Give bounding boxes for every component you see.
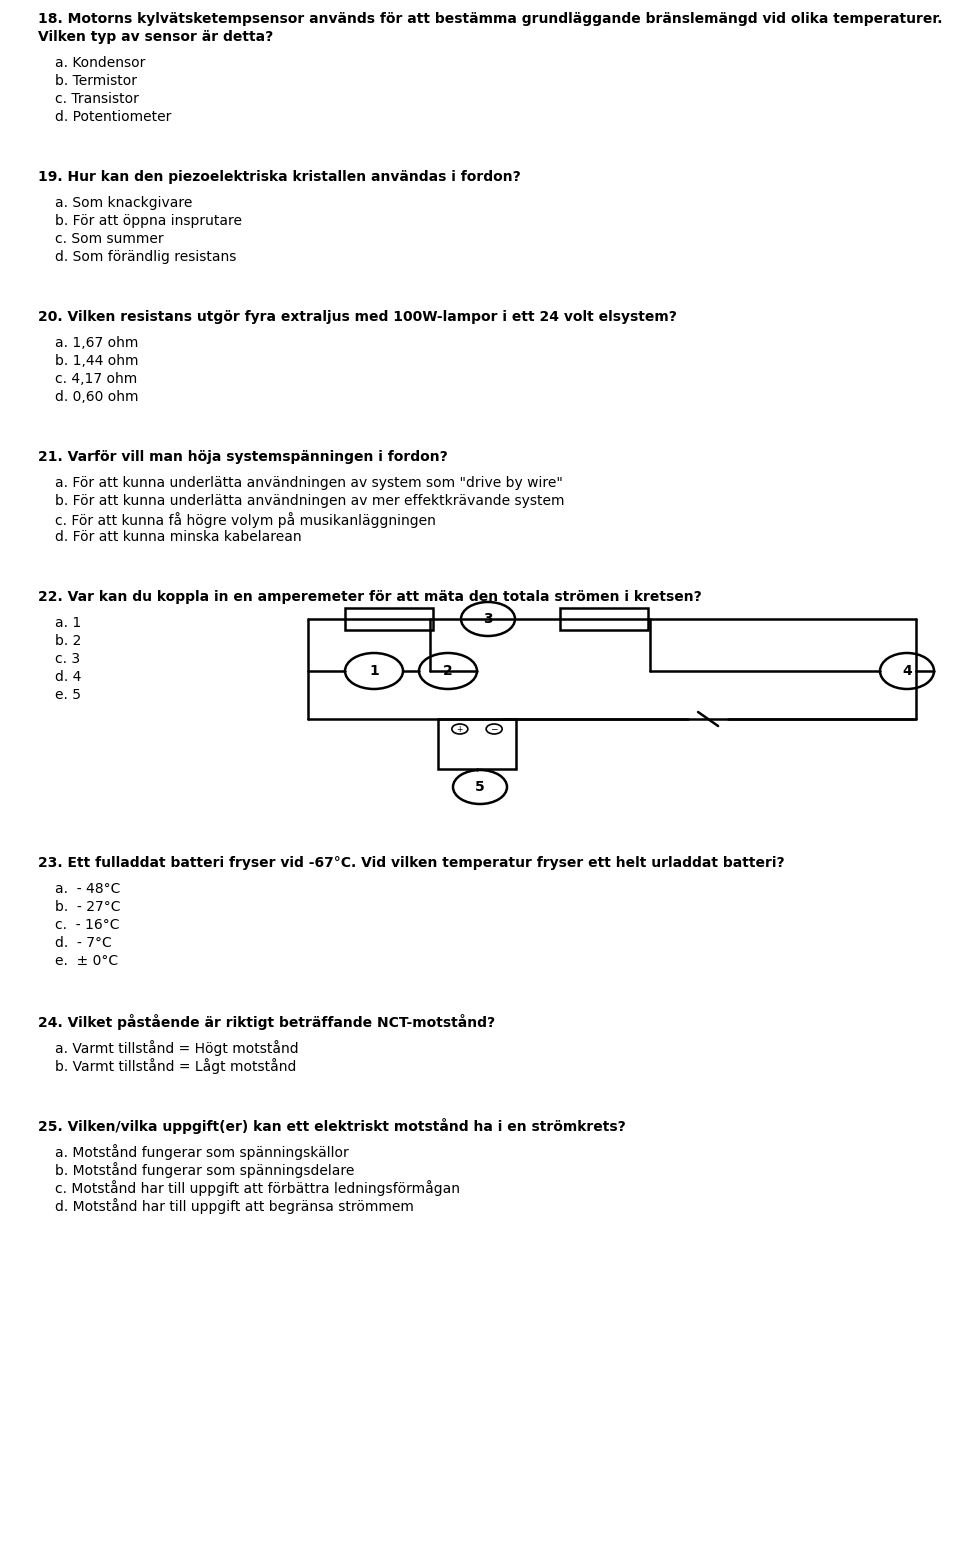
Text: a. 1: a. 1: [55, 615, 82, 629]
Text: d. För att kunna minska kabelarean: d. För att kunna minska kabelarean: [55, 530, 301, 544]
Ellipse shape: [452, 724, 468, 734]
Text: b. 2: b. 2: [55, 634, 82, 648]
Text: 19. Hur kan den piezoelektriska kristallen användas i fordon?: 19. Hur kan den piezoelektriska kristall…: [38, 170, 520, 184]
Text: c. Motstånd har till uppgift att förbättra ledningsförmågan: c. Motstånd har till uppgift att förbätt…: [55, 1179, 460, 1197]
Text: −: −: [491, 724, 498, 734]
Text: 2: 2: [444, 664, 453, 678]
Text: b. För att kunna underlätta användningen av mer effektkrävande system: b. För att kunna underlätta användningen…: [55, 494, 564, 508]
Text: b.  - 27°C: b. - 27°C: [55, 901, 121, 915]
Text: 24. Vilket påstående är riktigt beträffande NCT-motstånd?: 24. Vilket påstående är riktigt beträffa…: [38, 1014, 495, 1030]
Ellipse shape: [345, 653, 403, 689]
Text: 23. Ett fulladdat batteri fryser vid -67°C. Vid vilken temperatur fryser ett hel: 23. Ett fulladdat batteri fryser vid -67…: [38, 855, 784, 869]
Text: c. För att kunna få högre volym på musikanläggningen: c. För att kunna få högre volym på musik…: [55, 513, 436, 528]
Text: b. 1,44 ohm: b. 1,44 ohm: [55, 354, 138, 368]
Text: d. 0,60 ohm: d. 0,60 ohm: [55, 390, 138, 404]
Text: 3: 3: [483, 612, 492, 626]
Ellipse shape: [419, 653, 477, 689]
Ellipse shape: [486, 724, 502, 734]
Text: c. Transistor: c. Transistor: [55, 92, 139, 106]
Text: 1: 1: [370, 664, 379, 678]
Bar: [438, 718, 516, 770]
Text: a. Motstånd fungerar som spänningskällor: a. Motstånd fungerar som spänningskällor: [55, 1144, 348, 1161]
Text: 22. Var kan du koppla in en amperemeter för att mäta den totala strömen i kretse: 22. Var kan du koppla in en amperemeter …: [38, 590, 702, 605]
Text: d. Potentiometer: d. Potentiometer: [55, 111, 172, 125]
Text: d. Motstånd har till uppgift att begränsa strömmem: d. Motstånd har till uppgift att begräns…: [55, 1198, 414, 1214]
Text: a.  - 48°C: a. - 48°C: [55, 882, 120, 896]
Ellipse shape: [880, 653, 934, 689]
Text: c. 3: c. 3: [55, 651, 80, 665]
Text: a. 1,67 ohm: a. 1,67 ohm: [55, 337, 138, 351]
Bar: [560, 608, 648, 629]
Text: a. Varmt tillstånd = Högt motstånd: a. Varmt tillstånd = Högt motstånd: [55, 1041, 299, 1056]
Text: b. Termistor: b. Termistor: [55, 73, 137, 87]
Text: 4: 4: [902, 664, 912, 678]
Text: b. För att öppna insprutare: b. För att öppna insprutare: [55, 213, 242, 227]
Text: a. Som knackgivare: a. Som knackgivare: [55, 196, 192, 210]
Text: b. Motstånd fungerar som spänningsdelare: b. Motstånd fungerar som spänningsdelare: [55, 1162, 354, 1178]
Text: e. 5: e. 5: [55, 689, 81, 703]
Text: d.  - 7°C: d. - 7°C: [55, 936, 111, 950]
Text: Vilken typ av sensor är detta?: Vilken typ av sensor är detta?: [38, 30, 274, 44]
Text: c. Som summer: c. Som summer: [55, 232, 163, 246]
Text: 5: 5: [475, 781, 485, 795]
Text: a. Kondensor: a. Kondensor: [55, 56, 145, 70]
Text: d. Som förändlig resistans: d. Som förändlig resistans: [55, 249, 236, 263]
Text: d. 4: d. 4: [55, 670, 82, 684]
Text: a. För att kunna underlätta användningen av system som "drive by wire": a. För att kunna underlätta användningen…: [55, 477, 563, 491]
Text: 18. Motorns kylvätsketempsensor används för att bestämma grundläggande bränslemä: 18. Motorns kylvätsketempsensor används …: [38, 12, 943, 26]
Text: b. Varmt tillstånd = Lågt motstånd: b. Varmt tillstånd = Lågt motstånd: [55, 1058, 297, 1073]
Text: c. 4,17 ohm: c. 4,17 ohm: [55, 372, 137, 386]
Text: 20. Vilken resistans utgör fyra extraljus med 100W-lampor i ett 24 volt elsystem: 20. Vilken resistans utgör fyra extralju…: [38, 310, 677, 324]
Ellipse shape: [453, 770, 507, 804]
Text: c.  - 16°C: c. - 16°C: [55, 918, 119, 932]
Text: 25. Vilken/vilka uppgift(er) kan ett elektriskt motstånd ha i en strömkrets?: 25. Vilken/vilka uppgift(er) kan ett ele…: [38, 1119, 626, 1134]
Ellipse shape: [461, 601, 515, 636]
Text: 21. Varför vill man höja systemspänningen i fordon?: 21. Varför vill man höja systemspänninge…: [38, 450, 447, 464]
Text: e.  ± 0°C: e. ± 0°C: [55, 953, 118, 968]
Bar: [345, 608, 433, 629]
Text: +: +: [457, 724, 463, 734]
